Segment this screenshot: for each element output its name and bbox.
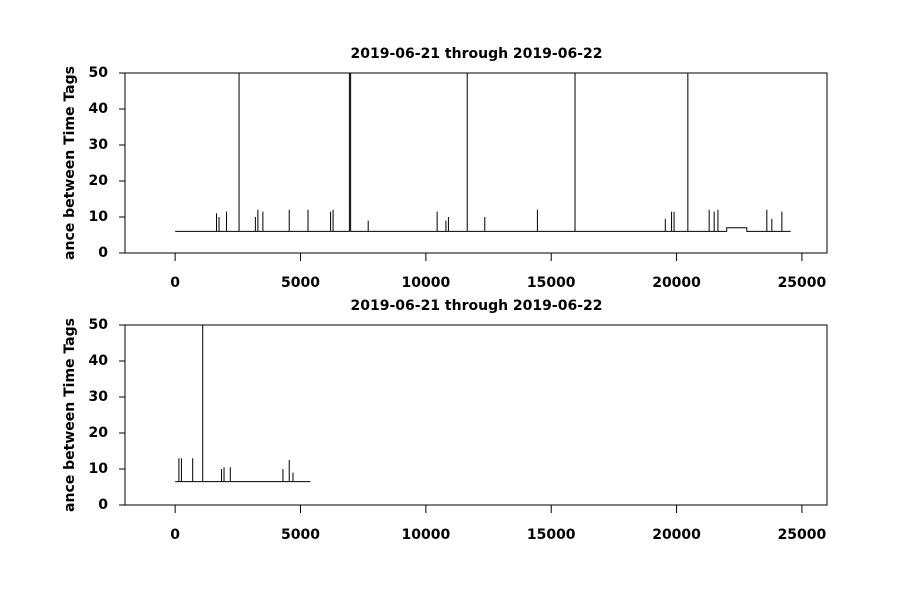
x-tick-label: 20000 bbox=[652, 275, 701, 291]
y-axis-label: ance between Time Tags bbox=[62, 66, 78, 260]
x-tick-label: 0 bbox=[170, 527, 180, 543]
y-tick-label: 0 bbox=[98, 497, 108, 513]
chart-title: 2019-06-21 through 2019-06-22 bbox=[351, 298, 603, 314]
x-tick-label: 15000 bbox=[527, 275, 576, 291]
data-line bbox=[175, 72, 791, 232]
plot-frame bbox=[124, 324, 828, 506]
y-tick-label: 20 bbox=[89, 425, 109, 441]
y-tick-label: 30 bbox=[89, 389, 109, 405]
x-tick-label: 10000 bbox=[401, 275, 450, 291]
y-tick-label: 30 bbox=[89, 137, 109, 153]
y-tick-label: 50 bbox=[89, 317, 109, 333]
y-axis-label: ance between Time Tags bbox=[62, 318, 78, 512]
x-tick-label: 20000 bbox=[652, 527, 701, 543]
y-tick-label: 10 bbox=[89, 461, 109, 477]
y-tick-label: 50 bbox=[89, 65, 109, 81]
x-tick-label: 25000 bbox=[778, 527, 827, 543]
y-tick-label: 40 bbox=[89, 353, 109, 369]
chart-title: 2019-06-21 through 2019-06-22 bbox=[351, 46, 603, 62]
y-tick-label: 10 bbox=[89, 209, 109, 225]
x-tick-label: 25000 bbox=[778, 275, 827, 291]
x-tick-label: 5000 bbox=[281, 275, 320, 291]
y-tick-label: 40 bbox=[89, 101, 109, 117]
data-line bbox=[175, 325, 311, 483]
x-tick-label: 10000 bbox=[401, 527, 450, 543]
x-tick-label: 15000 bbox=[527, 527, 576, 543]
y-tick-label: 20 bbox=[89, 173, 109, 189]
x-tick-label: 5000 bbox=[281, 527, 320, 543]
plot-frame bbox=[124, 72, 828, 254]
x-tick-label: 0 bbox=[170, 275, 180, 291]
y-tick-label: 0 bbox=[98, 245, 108, 261]
